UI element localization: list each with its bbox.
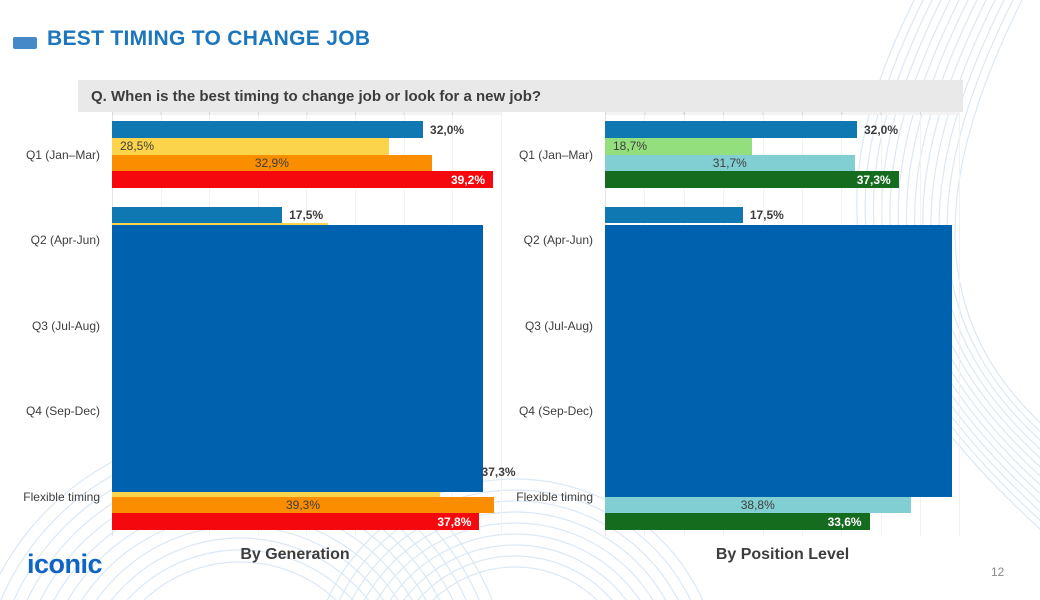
category-label: Flexible timing <box>516 489 593 504</box>
bar-value-label: 31,7% <box>712 156 747 170</box>
iconic-logo: iconic <box>27 549 103 579</box>
category-label: Q2 (Apr-Jun) <box>30 233 100 247</box>
category-label: Q1 (Jan–Mar) <box>518 147 593 162</box>
bar <box>605 154 855 172</box>
bar-value-label: 32,0% <box>864 122 899 137</box>
bar <box>112 171 494 188</box>
question-bar: Q. When is the best timing to change job… <box>78 80 963 112</box>
page-title: BEST TIMING TO CHANGE JOB <box>47 27 371 50</box>
bar <box>605 206 743 224</box>
category-label: Q3 (Jul-Aug) <box>31 318 100 333</box>
category-label: Q4 (Sep-Dec) <box>25 404 100 418</box>
question-text: Q. When is the best timing to change job… <box>91 87 542 105</box>
bar-value-label: 39,2% <box>450 172 486 187</box>
bar-value-label: 17,5% <box>289 208 324 222</box>
bar <box>112 137 390 155</box>
bar-value-label: 33,6% <box>827 514 862 529</box>
bar-value-label: 32,0% <box>430 122 465 137</box>
category-label: Q4 (Sep-Dec) <box>518 404 593 418</box>
bar <box>605 121 857 138</box>
title-bullet-icon <box>13 37 37 49</box>
bar-value-label: 32,9% <box>254 156 289 170</box>
bar <box>605 171 899 188</box>
bar <box>112 154 432 172</box>
blue-overlay-rectangle <box>605 225 952 497</box>
bar-value-label: 38,8% <box>740 498 775 512</box>
category-label: Q1 (Jan–Mar) <box>25 147 100 162</box>
category-label: Q2 (Apr-Jun) <box>523 233 593 247</box>
bar-value-label: 17,5% <box>749 208 784 222</box>
bar <box>605 137 753 155</box>
bar <box>112 206 283 224</box>
generation-chart-caption: By Generation <box>240 546 350 563</box>
category-label: Q3 (Jul-Aug) <box>524 318 593 333</box>
gridline <box>500 108 502 536</box>
page-number: 12 <box>991 565 1005 579</box>
bar <box>112 121 424 138</box>
position-level-chart-caption: By Position Level <box>715 546 850 563</box>
gridline <box>959 108 961 536</box>
bar-value-label: 18,7% <box>613 139 648 154</box>
bar-value-label: 28,5% <box>120 139 155 154</box>
bar-value-label: 37,3% <box>856 172 891 187</box>
